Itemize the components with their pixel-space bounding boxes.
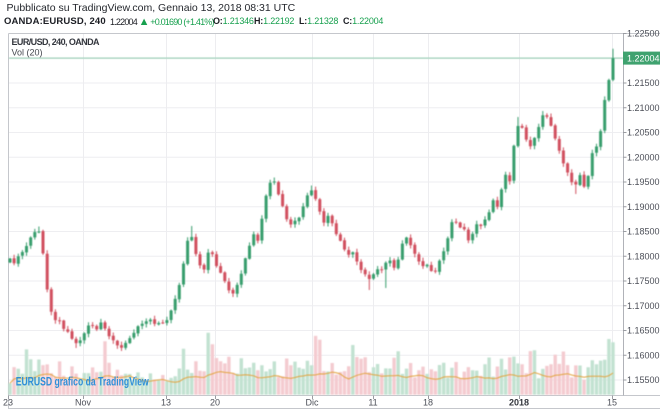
svg-text:Vol (20): Vol (20)	[12, 48, 43, 58]
svg-text:2018: 2018	[509, 398, 529, 408]
svg-text:Nov: Nov	[75, 398, 92, 408]
svg-text:20: 20	[210, 398, 220, 408]
svg-text:15: 15	[607, 398, 617, 408]
svg-text:1.20000: 1.20000	[627, 153, 660, 163]
svg-text:1.19500: 1.19500	[627, 177, 660, 187]
svg-text:1.16500: 1.16500	[627, 326, 660, 336]
svg-text:EURUSD grafico da TradingView: EURUSD grafico da TradingView	[16, 375, 149, 389]
svg-text:1.18000: 1.18000	[627, 252, 660, 262]
svg-text:1.15500: 1.15500	[627, 375, 660, 385]
svg-text:1.22004: 1.22004	[627, 53, 660, 63]
svg-text:1.16000: 1.16000	[627, 351, 660, 361]
svg-text:1.21500: 1.21500	[627, 78, 660, 88]
svg-text:1.17500: 1.17500	[627, 276, 660, 286]
svg-text:13: 13	[161, 398, 171, 408]
svg-text:Dic: Dic	[306, 398, 319, 408]
svg-text:1.21000: 1.21000	[627, 103, 660, 113]
svg-text:1.18500: 1.18500	[627, 227, 660, 237]
svg-text:1.17000: 1.17000	[627, 301, 660, 311]
svg-text:11: 11	[368, 398, 377, 408]
svg-text:23: 23	[3, 398, 13, 408]
svg-text:EUR/USD, 240, OANDA: EUR/USD, 240, OANDA	[12, 37, 101, 47]
svg-text:1.19000: 1.19000	[627, 202, 660, 212]
svg-text:1.22500: 1.22500	[627, 29, 660, 39]
svg-text:1.20500: 1.20500	[627, 128, 660, 138]
svg-text:18: 18	[423, 398, 433, 408]
